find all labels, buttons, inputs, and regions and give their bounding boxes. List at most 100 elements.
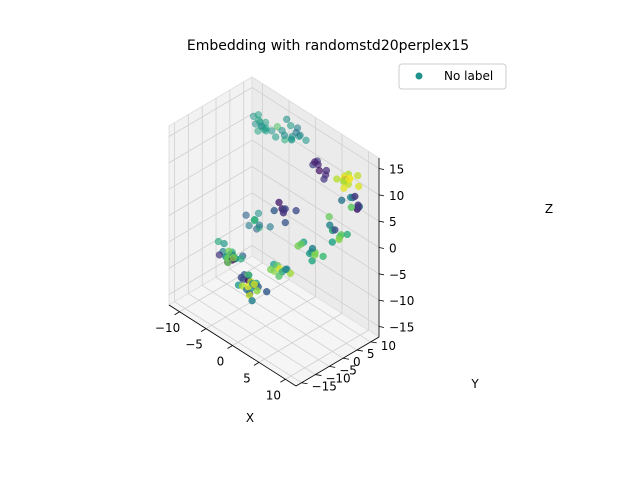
scatter-point	[311, 251, 319, 259]
scatter-point	[245, 271, 253, 279]
y-tick-label: 5	[367, 347, 375, 361]
data-points	[214, 111, 364, 305]
scatter-point	[283, 115, 291, 123]
y-axis-label: Y	[470, 377, 479, 391]
y-tick-label: −10	[325, 372, 350, 386]
scatter-point	[315, 167, 324, 175]
z-tick	[378, 299, 385, 302]
x-tick-label: 5	[243, 371, 251, 385]
scatter-point	[272, 133, 280, 141]
scatter-point	[333, 175, 341, 183]
scatter-point	[326, 221, 334, 229]
scatter-point	[273, 123, 282, 131]
x-grid-line	[232, 296, 316, 346]
scatter-point	[335, 235, 343, 244]
scatter-point	[262, 124, 270, 132]
x-axis-label: X	[246, 411, 254, 425]
y-grid-line	[188, 293, 316, 375]
z-tick-label: −15	[389, 320, 414, 334]
z-tick-label: −5	[389, 268, 407, 282]
scatter-point	[275, 198, 283, 207]
x-grid-line	[258, 313, 343, 363]
x-tick-label: −5	[185, 338, 203, 352]
x-grid-line	[179, 262, 263, 313]
scatter-point	[355, 182, 363, 191]
scatter-point	[281, 218, 289, 227]
z-axis-label: Z	[545, 202, 553, 216]
scatter-point	[245, 221, 253, 230]
scatter-point	[292, 207, 300, 215]
scatter-point	[347, 203, 355, 211]
x-tick-label: 10	[266, 388, 281, 402]
x-grid-line	[205, 279, 290, 329]
scatter-point	[322, 166, 331, 175]
x-tick	[174, 311, 180, 316]
z-tick-label: 5	[389, 215, 397, 229]
x-tick-label: −10	[155, 321, 180, 335]
y-grid-line	[215, 276, 344, 359]
scatter-point	[255, 221, 264, 229]
scatter-point	[281, 265, 290, 274]
z-grid-line	[168, 87, 253, 137]
z-tick	[378, 273, 385, 276]
scatter-point	[287, 135, 296, 143]
z-grid-line	[168, 166, 253, 216]
y-tick	[342, 357, 350, 360]
scatter-point	[345, 175, 353, 183]
legend-marker	[415, 72, 423, 80]
scatter-point	[220, 239, 228, 248]
x-tick	[200, 328, 207, 332]
y-tick	[356, 349, 363, 352]
scatter-point	[237, 273, 245, 282]
y-grid-line	[201, 285, 330, 367]
scatter-point	[250, 216, 259, 225]
scatter-point	[263, 288, 271, 296]
axes-grid	[168, 81, 380, 384]
scatter-point	[270, 206, 278, 215]
legend: No label	[398, 63, 507, 90]
z-grid-line	[251, 87, 380, 169]
y-tick	[329, 366, 336, 368]
scatter-point	[279, 209, 288, 217]
scatter-point	[242, 211, 250, 219]
scatter-point	[351, 192, 359, 201]
scatter-point	[267, 265, 275, 274]
z-grid-line	[168, 139, 253, 190]
x-tick	[227, 345, 233, 349]
legend-label: No label	[444, 69, 493, 83]
y-grid-line	[243, 260, 371, 343]
y-tick	[301, 382, 308, 385]
z-grid-line	[168, 245, 253, 295]
y-tick-label: −15	[312, 380, 337, 394]
x-tick-label: 0	[217, 355, 225, 369]
scatter-point	[325, 213, 333, 221]
scatter-point	[308, 244, 317, 253]
scatter-point	[320, 175, 328, 183]
z-grid-line	[251, 245, 380, 327]
scatter-point	[343, 230, 351, 239]
y-tick-label: −5	[339, 363, 357, 377]
y-grid-line	[174, 301, 302, 384]
scatter-point	[354, 204, 362, 212]
axes-lines	[168, 158, 385, 387]
z-tick-label: 0	[389, 242, 397, 256]
scatter-point	[224, 247, 233, 255]
z-tick-label: −10	[389, 294, 414, 308]
z-grid-line	[168, 113, 253, 164]
z-tick	[378, 247, 385, 249]
scatter-point	[280, 131, 289, 139]
y-axis-line	[295, 336, 380, 387]
z-grid-line	[251, 192, 380, 275]
scatter-point	[328, 238, 336, 246]
scatter-point	[340, 184, 348, 192]
scatter-point	[254, 127, 262, 135]
scatter-point	[253, 287, 261, 295]
legend-box	[398, 63, 507, 90]
scatter-point	[250, 280, 258, 288]
scatter-point	[331, 226, 339, 234]
scatter-point	[224, 258, 232, 267]
scatter-point	[354, 172, 362, 180]
scatter-point	[215, 251, 224, 259]
